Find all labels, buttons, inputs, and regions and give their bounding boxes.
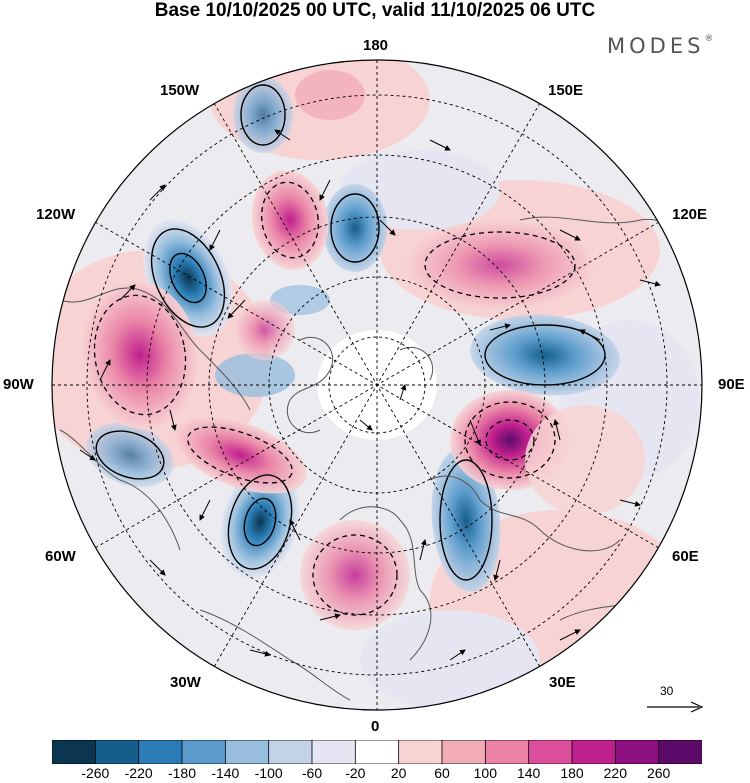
map-title: Base 10/10/2025 00 UTC, valid 11/10/2025… <box>154 0 596 21</box>
lon-label-150w: 150W <box>160 82 200 99</box>
anomaly-field <box>52 60 702 710</box>
high-anomaly <box>300 520 410 630</box>
lon-label-60w: 60W <box>45 548 76 565</box>
colorbar-tick-label: -60 <box>301 765 323 781</box>
colorbar-cell <box>614 740 660 764</box>
height-contours <box>95 84 606 581</box>
colorbar-cell <box>311 740 357 764</box>
colorbar-tick-label: -220 <box>124 765 153 781</box>
low-anomaly <box>233 77 293 153</box>
colorbar-cell <box>268 740 313 764</box>
colorbar-cell <box>354 740 400 764</box>
reference-vector-label: 30 <box>660 684 674 698</box>
colorbar-tick-label: 180 <box>560 765 584 781</box>
lon-label-90e: 90E <box>718 376 745 393</box>
colorbar-tick-label: -20 <box>345 765 366 781</box>
colorbar-ticks: -260 -220 -180 -140 -100 -60 -20 20 60 100 140 180 2… <box>0 765 750 783</box>
low-anomaly <box>323 184 387 272</box>
lon-label-60e: 60E <box>672 548 699 565</box>
colorbar-tick-label: 220 <box>603 765 628 781</box>
wind-vectors <box>79 79 661 661</box>
colorbar-cell <box>138 740 183 764</box>
high-anomaly <box>173 416 307 494</box>
colorbar-tick-label: 60 <box>434 765 450 781</box>
low-anomaly <box>86 422 174 488</box>
lon-label-30e: 30E <box>549 674 576 691</box>
high-anomaly <box>81 280 199 430</box>
lon-label-0: 0 <box>371 718 380 735</box>
height-contours-dashed <box>93 181 576 616</box>
colorbar-tick-label: -100 <box>254 765 283 781</box>
lon-label-120e: 120E <box>672 206 708 223</box>
colorbar-tick-label: 100 <box>473 765 498 781</box>
brand-name: MODES <box>607 34 705 58</box>
colorbar-tick-label: 260 <box>646 765 671 781</box>
colorbar <box>52 740 702 764</box>
lon-label-150e: 150E <box>548 82 584 99</box>
colorbar-tick-label: 140 <box>516 765 541 781</box>
colorbar-cell <box>571 740 617 764</box>
colorbar-cell <box>181 740 227 764</box>
colorbar-tick-label: 20 <box>390 765 407 781</box>
colorbar-tick-label: -180 <box>167 765 197 781</box>
brand-mark: ® <box>704 34 714 44</box>
colorbar-cell <box>94 740 140 764</box>
graticule <box>52 60 702 710</box>
colorbar-cell <box>528 740 573 764</box>
lon-label-120w: 120W <box>36 206 76 223</box>
brand-logo: MODES® <box>607 34 713 58</box>
lon-label-30w: 30W <box>170 674 201 691</box>
map-boundary <box>51 59 703 711</box>
colorbar-cell <box>52 740 97 764</box>
colorbar-tick-label: -260 <box>81 765 110 781</box>
colorbar-cell <box>224 740 270 764</box>
colorbar-cell <box>658 740 702 764</box>
colorbar-tick-label: -140 <box>211 765 240 781</box>
high-anomaly <box>405 220 595 310</box>
reference-arrow-icon <box>647 701 704 713</box>
colorbar-cell <box>484 740 530 764</box>
lon-label-180: 180 <box>363 37 389 54</box>
colorbar-cell <box>441 740 487 764</box>
high-anomaly <box>235 300 295 360</box>
lon-label-90w: 90W <box>3 376 34 393</box>
colorbar-cell <box>398 740 443 764</box>
